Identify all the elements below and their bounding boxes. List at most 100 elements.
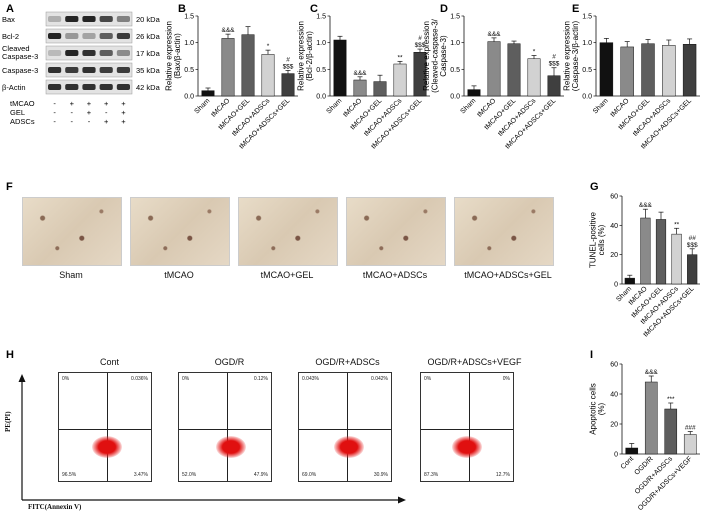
blot-band	[82, 33, 96, 39]
quadrant-ul: 0%	[182, 376, 190, 382]
y-tick-label: 60	[610, 362, 618, 369]
y-tick-label: 40	[610, 223, 618, 230]
blot-band	[99, 67, 113, 73]
y-tick-label: 40	[610, 392, 618, 399]
blot-band	[99, 50, 113, 56]
y-tick-label: 20	[610, 252, 618, 259]
blot-band	[116, 16, 130, 22]
y-axis-label: (Bax/β-actin)	[173, 33, 182, 79]
tunel-image-sham	[22, 197, 122, 266]
flow-plot-cont: 0% 0.036% 96.5% 3.47%	[58, 372, 152, 482]
condition-mark: +	[70, 99, 75, 108]
blot-band	[116, 50, 130, 56]
quadrant-ll: 96.5%	[62, 472, 77, 478]
y-tick-label: 0.0	[316, 94, 326, 101]
quadrant-ll: 87.3%	[424, 472, 439, 478]
blot-kda-label: 20 kDa	[136, 15, 161, 24]
condition-mark: +	[104, 117, 109, 126]
y-axis-label: cells (%)	[597, 224, 606, 255]
flow-title: Cont	[99, 357, 119, 367]
significance-label: $$$	[415, 42, 426, 49]
blot-band	[48, 84, 62, 90]
y-tick-label: 0.5	[450, 67, 460, 74]
y-tick-label: 0.0	[582, 94, 592, 101]
flow-plot-ogdr-adscs: 0.043% 0.042% 69.0% 30.9%	[298, 372, 392, 482]
blot-band	[99, 33, 113, 39]
y-axis-label: Apoptotic cells	[589, 383, 598, 435]
quadrant-lr: 3.47%	[133, 472, 148, 478]
quadrant-lr: 30.9%	[373, 472, 388, 478]
panel-label-e: E	[572, 3, 579, 15]
y-axis-label: Caspase-3)	[439, 35, 448, 77]
blot-band	[48, 67, 62, 73]
blot-band	[65, 16, 79, 22]
condition-mark: -	[88, 117, 91, 126]
tunel-caption: tMCAO+ADSCs+GEL	[464, 270, 552, 280]
flow-title: OGD/R	[214, 357, 245, 367]
flow-title: OGD/R+ADSCs+VEGF	[427, 357, 522, 367]
significance-label: **	[674, 221, 680, 228]
y-axis-label: Relative expression	[563, 21, 572, 91]
panel-label-g: G	[590, 181, 599, 193]
significance-label: *	[533, 48, 536, 55]
y-axis-label: Relative expression	[165, 21, 174, 91]
blot-band	[116, 84, 130, 90]
panel-label-b: B	[178, 3, 186, 15]
condition-mark: -	[105, 108, 108, 117]
quadrant-ur: 0.036%	[131, 376, 148, 382]
y-tick-label: 20	[610, 422, 618, 429]
y-tick-label: 1.5	[450, 14, 460, 21]
blot-band	[99, 84, 113, 90]
blot-band	[99, 16, 113, 22]
blot-row-label: Caspase-3	[2, 66, 38, 75]
blot-band	[82, 16, 96, 22]
flow-plot-ogdr-adscs-vegf: 0% 0% 87.3% 12.7%	[420, 372, 514, 482]
tunel-caption: tMCAO	[164, 270, 194, 280]
blot-band	[82, 50, 96, 56]
condition-mark: +	[87, 99, 92, 108]
significance-label: &&&	[353, 70, 367, 77]
blot-kda-label: 17 kDa	[136, 49, 161, 58]
y-tick-label: 1.5	[582, 14, 592, 21]
y-axis-label: (Cleaved-caspase-3/	[431, 18, 440, 93]
quadrant-ll: 52.0%	[182, 472, 197, 478]
condition-label: tMCAO	[10, 99, 35, 108]
significance-label: &&&	[639, 202, 653, 209]
tunel-image-tmcao-gel	[238, 197, 338, 266]
significance-label: &&&	[221, 27, 235, 34]
blot-band	[65, 67, 79, 73]
blot-band	[82, 84, 96, 90]
blot-band	[65, 84, 79, 90]
y-tick-label: 0	[614, 282, 618, 289]
y-tick-label: 0	[614, 452, 618, 459]
flow-plot-ogdr: 0% 0.12% 52.0% 47.9%	[178, 372, 272, 482]
quadrant-lr: 47.9%	[253, 472, 268, 478]
y-tick-label: 0.5	[184, 67, 194, 74]
blot-kda-label: 42 kDa	[136, 83, 161, 92]
blot-band	[116, 33, 130, 39]
y-tick-label: 1.5	[184, 14, 194, 21]
blot-row-label: Caspase-3	[2, 52, 38, 61]
significance-label: ***	[667, 396, 675, 403]
blot-band	[82, 67, 96, 73]
significance-label: $$$	[687, 242, 698, 249]
y-axis-label: (Caspase-3/β-actin)	[571, 20, 580, 91]
y-axis-label: (Bcl-2/β-actin)	[305, 31, 314, 81]
y-tick-label: 1.0	[582, 40, 592, 47]
significance-label: ##	[689, 235, 697, 242]
quadrant-lr: 12.7%	[495, 472, 510, 478]
condition-mark: -	[71, 117, 74, 126]
quadrant-ur: 0.12%	[253, 376, 268, 382]
tunel-caption: Sham	[59, 270, 83, 280]
significance-label: #	[418, 35, 422, 42]
panel-label-h: H	[6, 349, 14, 361]
y-tick-label: 0.5	[582, 67, 592, 74]
flow-title: OGD/R+ADSCs	[315, 357, 380, 367]
significance-label: &&&	[645, 369, 659, 376]
panel-label-a: A	[6, 3, 14, 15]
condition-mark: +	[121, 99, 126, 108]
panel-label-i: I	[590, 349, 593, 361]
